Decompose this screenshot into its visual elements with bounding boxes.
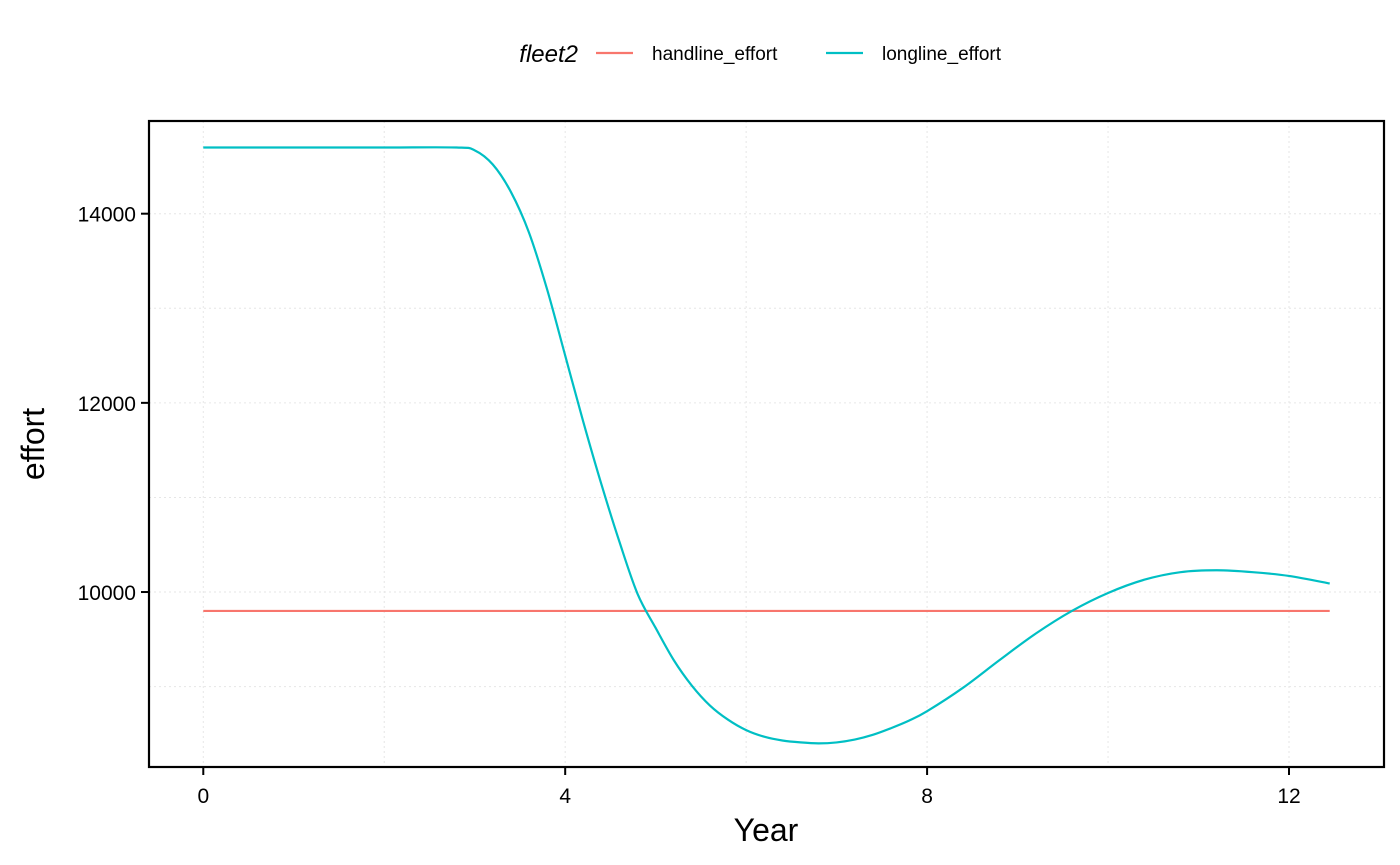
y-axis: 10000 12000 14000	[78, 204, 149, 605]
legend-label-longline_effort: longline_effort	[882, 44, 1002, 65]
x-tick-label: 4	[559, 785, 571, 808]
legend: fleet2 handline_effort longline_effort	[519, 41, 1001, 68]
plot-panel-border	[147, 119, 1386, 769]
y-tick-label: 12000	[78, 393, 136, 416]
x-tick-label: 8	[921, 785, 933, 808]
x-axis: 0 4 8 12	[197, 767, 1301, 808]
series-lines	[203, 146, 1330, 745]
x-tick-label: 0	[197, 785, 209, 808]
legend-label-handline_effort: handline_effort	[652, 44, 778, 65]
x-axis-title: Year	[734, 812, 799, 848]
series-line-longline_effort	[203, 146, 1330, 745]
x-tick-label: 12	[1277, 785, 1300, 808]
y-tick-label: 14000	[78, 204, 136, 227]
y-tick-label: 10000	[78, 582, 136, 605]
legend-title: fleet2	[519, 41, 578, 68]
grid-lines	[149, 121, 1384, 767]
y-axis-title: effort	[15, 408, 51, 480]
